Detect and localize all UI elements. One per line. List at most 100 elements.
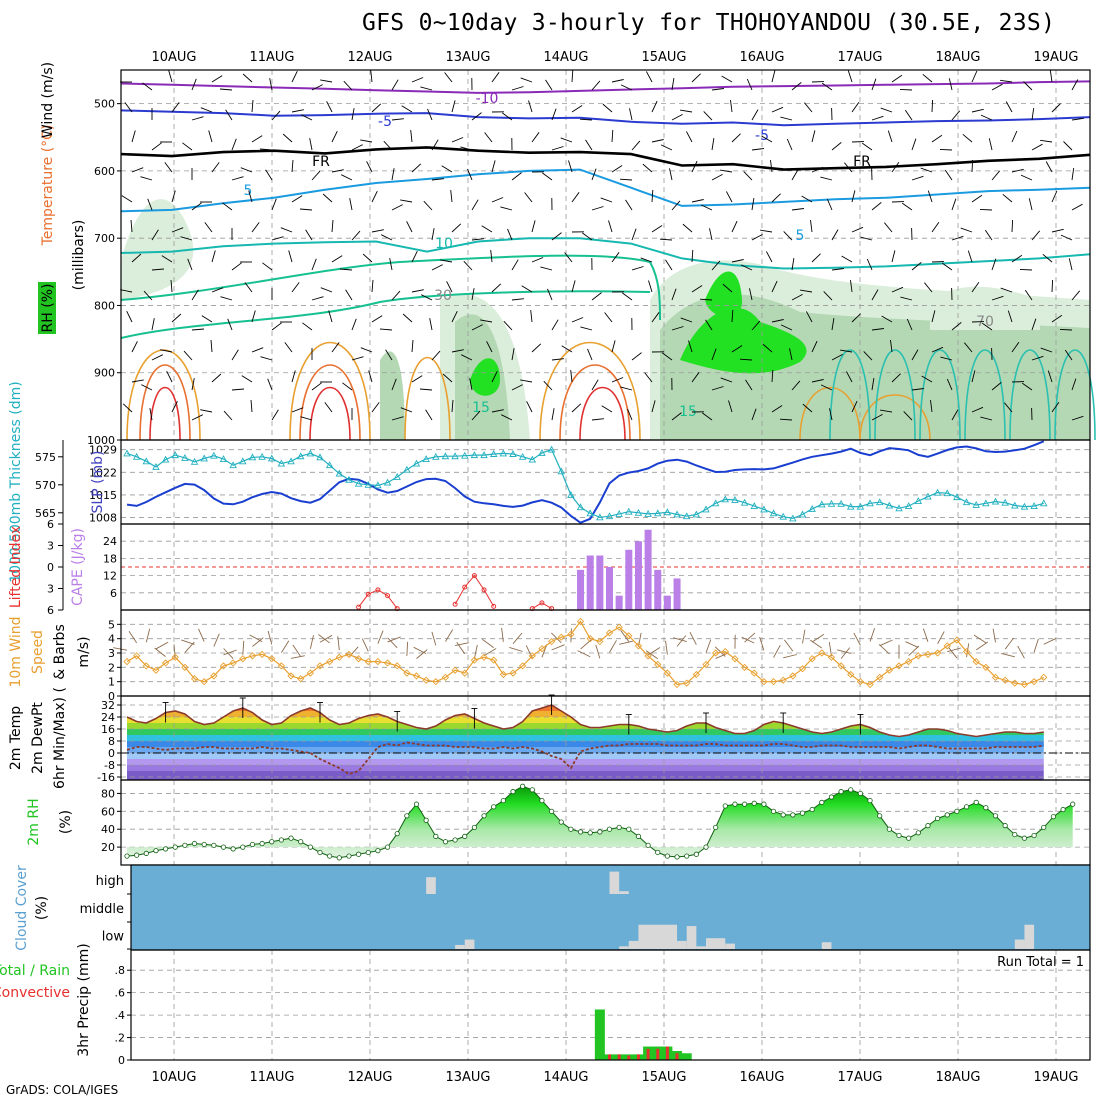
rh-marker <box>452 837 458 843</box>
date-label-top: 12AUG <box>347 50 392 65</box>
cloud-panel: high middle low Cloud Cover (%) <box>14 864 1091 951</box>
wind-barb <box>570 370 573 383</box>
wind-barb <box>691 199 704 203</box>
wind-barb <box>410 130 413 143</box>
temperature-contour <box>120 80 1091 94</box>
wind-barb <box>391 118 404 121</box>
upper-air-ylabel: Temperature (°C)Wind (m/s) RH (%) (milliba… <box>38 62 87 334</box>
temperature-line <box>126 704 1044 738</box>
thickness-marker <box>962 498 971 506</box>
thickness-marker <box>210 451 218 459</box>
wind-barb <box>851 101 860 113</box>
wind-barb <box>1060 234 1073 241</box>
dewpoint-line <box>126 741 1044 775</box>
wind-barb <box>1040 139 1053 143</box>
y-tick-label: 1022 <box>89 466 117 479</box>
wind-barb <box>385 349 393 361</box>
y-tick-label: 24 <box>101 711 115 724</box>
date-label-bottom: 14AUG <box>543 1070 588 1085</box>
wind-barb <box>804 102 813 113</box>
wind-barb <box>1017 645 1025 659</box>
wind-barb <box>891 250 896 263</box>
rh-marker <box>751 800 757 806</box>
warm-contour-line <box>289 341 371 441</box>
wind-barb <box>682 223 693 233</box>
wind-barb <box>511 86 524 91</box>
thickness-marker <box>470 451 479 459</box>
wind-speed-marker <box>760 678 768 686</box>
wind-barb <box>711 174 723 181</box>
wind-barb <box>1002 193 1013 203</box>
wind-barb <box>908 645 920 656</box>
wind-barb <box>891 373 901 383</box>
wind-barb <box>512 632 523 645</box>
y-tick-label: 4 <box>108 633 115 646</box>
wind-barb <box>671 78 675 91</box>
wind-barb <box>651 400 656 413</box>
rh-marker <box>375 848 381 854</box>
wind-speed-marker <box>615 623 623 631</box>
thickness-marker <box>374 481 382 489</box>
lifted-index-marker <box>356 604 362 610</box>
wind-barb <box>979 208 993 211</box>
wind-barb <box>291 195 303 203</box>
wind-speed-marker <box>364 657 372 666</box>
wind-barb <box>288 250 293 263</box>
rh-marker <box>307 844 313 850</box>
wind-barb <box>191 116 204 121</box>
wind-speed-marker <box>354 655 363 663</box>
thickness-marker <box>345 475 353 483</box>
y-tick-label: 500 <box>94 98 115 111</box>
wind-barb <box>411 251 418 263</box>
wind-barb <box>1051 279 1054 293</box>
wind-barb <box>1064 349 1073 361</box>
wind-barb <box>640 257 653 263</box>
rh-marker <box>191 840 198 847</box>
wind-barb <box>602 103 613 113</box>
wind-barb <box>318 634 330 644</box>
wind-barb <box>500 206 513 211</box>
temperature-axis-label: Temperature (°C) <box>40 125 56 247</box>
wind-speed-marker <box>943 642 951 650</box>
wind-barb <box>691 73 701 83</box>
wind-barb <box>387 637 398 649</box>
y-tick-label: 6 <box>47 604 54 617</box>
wind-barb <box>401 105 413 113</box>
rh-marker <box>298 839 304 845</box>
wind-speed-marker <box>933 649 942 657</box>
wind-speed-marker <box>827 653 836 661</box>
wind-barb <box>911 388 924 391</box>
wind-barb <box>231 388 245 391</box>
wind-barb <box>851 313 861 323</box>
wind-barb <box>691 249 694 263</box>
wind-barb <box>416 649 428 659</box>
wind-barb <box>411 339 414 353</box>
y-tick-label: 5 <box>108 618 115 631</box>
y-tick-label: 20 <box>101 841 115 854</box>
y-tick-label: 575 <box>35 451 56 464</box>
thickness-marker <box>924 492 932 500</box>
rh-marker <box>510 789 516 795</box>
wind-barb <box>551 232 562 241</box>
wind-barb <box>166 371 173 383</box>
thickness-marker <box>190 457 199 465</box>
thickness-marker <box>403 465 411 473</box>
y-tick-label: 16 <box>101 723 115 736</box>
wind-barb <box>951 322 962 331</box>
y-tick-label: 700 <box>94 232 115 245</box>
temp-band <box>127 765 1044 771</box>
wind-barb <box>131 253 142 263</box>
warm-contours <box>126 341 1096 441</box>
cloud-low-bar <box>628 940 639 949</box>
wind-barb <box>251 135 263 143</box>
wind-barb <box>881 315 893 323</box>
rh-unit-label: (%) <box>58 810 74 834</box>
rh-marker <box>471 824 477 831</box>
wind-barb <box>863 351 873 361</box>
wind-barb <box>251 347 264 353</box>
wind-barb <box>944 169 953 181</box>
y-tick-label: 3 <box>108 647 115 660</box>
y-tick-label: .6 <box>115 987 126 1000</box>
thickness-marker <box>692 510 701 518</box>
wind-barb <box>551 319 559 331</box>
